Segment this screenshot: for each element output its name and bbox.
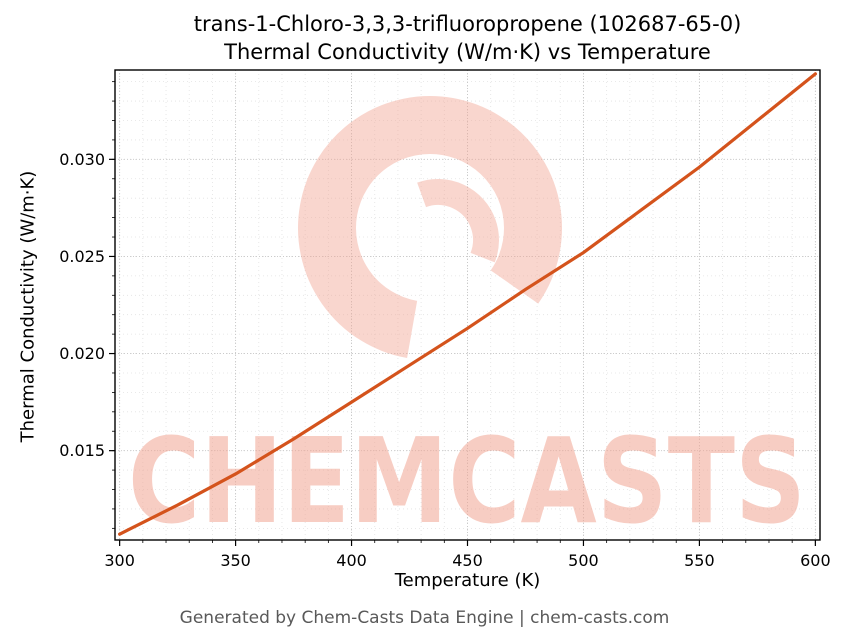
chart-title-line2: Thermal Conductivity (W/m·K) vs Temperat… xyxy=(224,40,711,64)
x-tick-label: 450 xyxy=(452,551,483,570)
x-tick-label: 300 xyxy=(104,551,135,570)
x-tick-label: 600 xyxy=(800,551,831,570)
x-axis-label: Temperature (K) xyxy=(394,570,541,591)
series-thermal-conductivity xyxy=(118,72,817,536)
y-tick-label: 0.015 xyxy=(59,441,105,460)
x-tick-label: 500 xyxy=(568,551,599,570)
chart-title-line1: trans-1-Chloro-3,3,3-trifluoropropene (1… xyxy=(193,12,742,36)
watermark: CHEMCASTS xyxy=(128,96,806,550)
series-line xyxy=(118,72,817,536)
y-tick-label: 0.025 xyxy=(59,247,105,266)
y-axis-label: Thermal Conductivity (W/m·K) xyxy=(17,170,39,443)
y-tick-label: 0.030 xyxy=(59,150,105,169)
watermark-text: CHEMCASTS xyxy=(128,412,806,550)
grid xyxy=(115,70,820,540)
chemcasts-logo-swirl xyxy=(377,179,499,301)
x-tick-label: 350 xyxy=(220,551,251,570)
y-tick-label: 0.020 xyxy=(59,344,105,363)
axes: 300 350 400 450 500 550 600 0.015 0.020 0.025 0.03… xyxy=(59,69,831,570)
chart-title: trans-1-Chloro-3,3,3-trifluoropropene (1… xyxy=(115,10,820,66)
chemcasts-logo-watermark xyxy=(298,96,562,360)
footer-attribution: Generated by Chem-Casts Data Engine | ch… xyxy=(179,608,670,628)
x-tick-label: 550 xyxy=(684,551,715,570)
x-tick-label: 400 xyxy=(336,551,367,570)
